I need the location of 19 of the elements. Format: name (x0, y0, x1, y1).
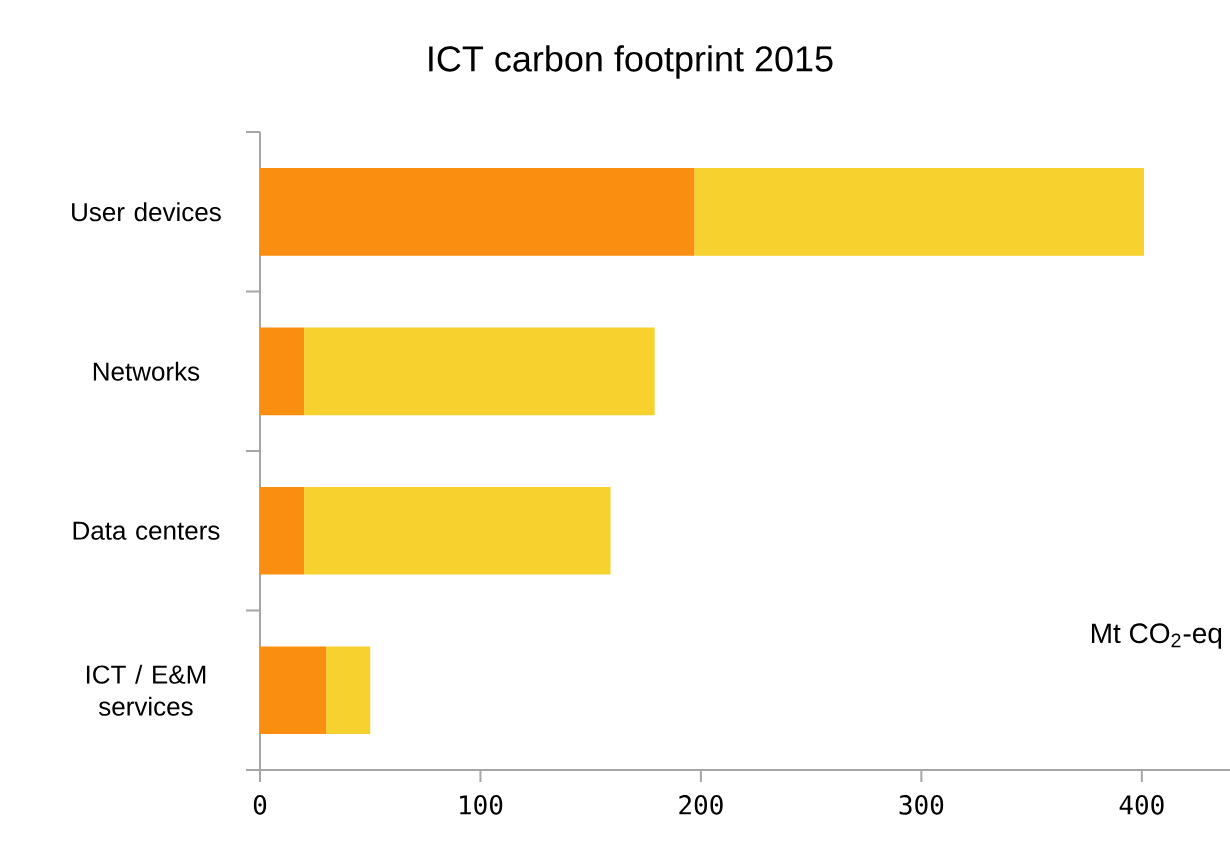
bar (304, 327, 655, 416)
bar (326, 646, 371, 735)
x-tick-label: 200 (679, 795, 723, 815)
x-tick-label: 0 (253, 795, 267, 815)
y-tick-label: Networks (93, 361, 200, 381)
x-tick-label: 300 (899, 795, 944, 815)
x-tick-label: 400 (1119, 795, 1164, 815)
bar (694, 167, 1145, 256)
y-tick-label: ICT / E&M services (86, 664, 206, 716)
annotation: Mt CO$_{2}$-eq (1091, 623, 1222, 649)
y-tick-label: Data centers (73, 521, 220, 540)
x-tick-label: 100 (460, 795, 503, 815)
bar (260, 486, 305, 575)
y-tick-label: User devices (72, 202, 221, 222)
bar (260, 167, 695, 256)
bar (260, 646, 327, 735)
bar (260, 327, 305, 416)
bar (304, 486, 611, 575)
chart-title: ICT carbon footprint 2015 (429, 45, 833, 79)
